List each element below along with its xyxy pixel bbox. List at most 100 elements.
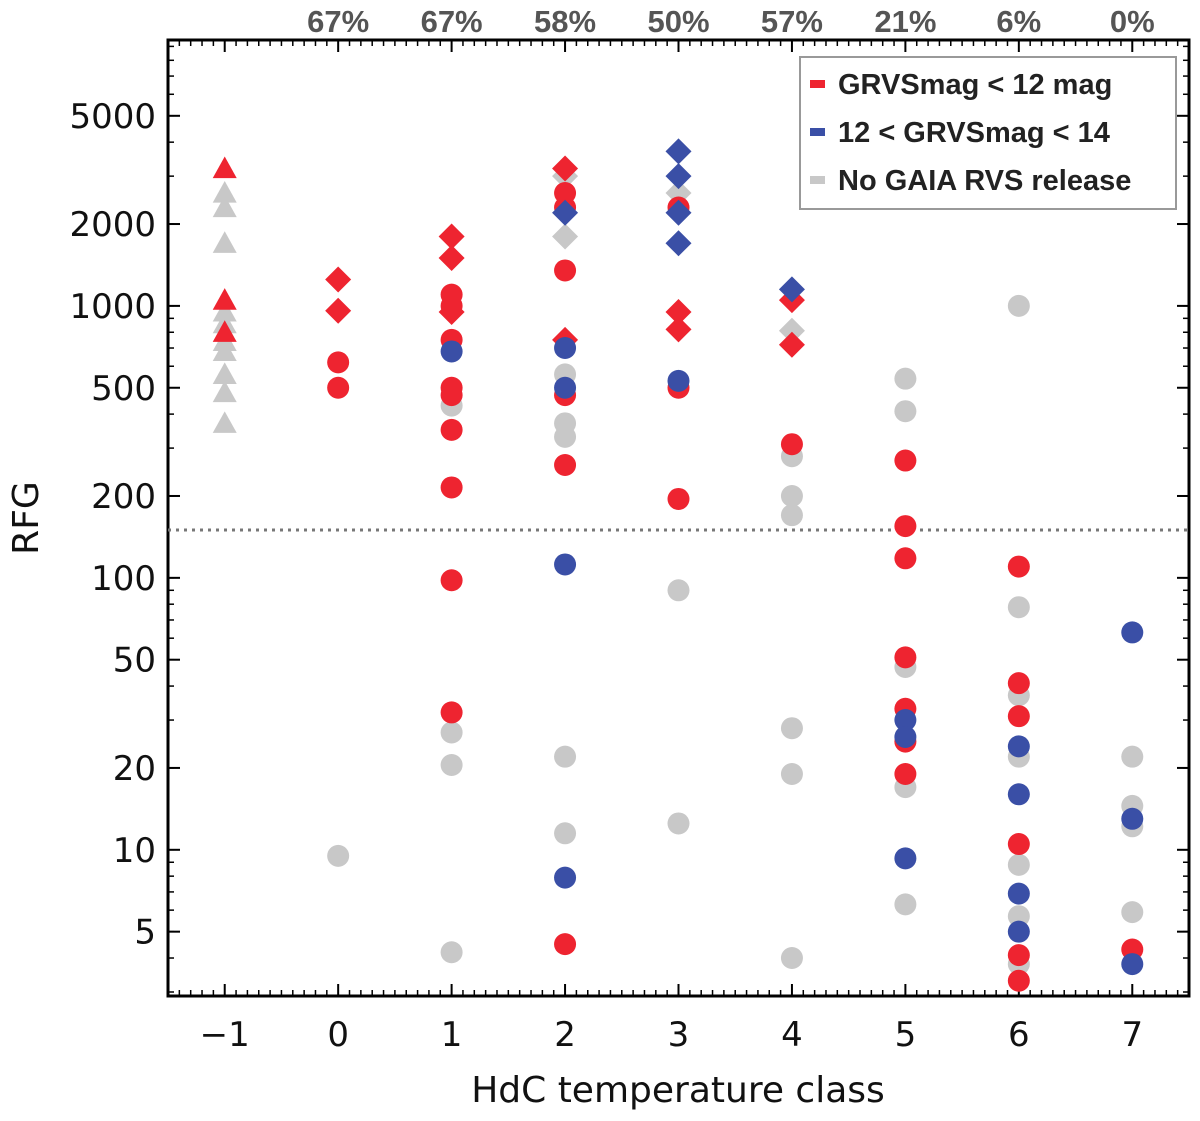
x-tick-label: 4	[781, 1015, 803, 1055]
data-point-diamond	[325, 297, 352, 324]
data-point-circle	[554, 337, 577, 360]
data-point-circle	[1007, 833, 1030, 856]
data-point-circle	[1007, 920, 1030, 943]
data-point-circle	[554, 866, 577, 889]
percentage-label: 67%	[307, 4, 369, 39]
data-point-triangle	[212, 231, 237, 253]
percentage-label: 50%	[647, 4, 709, 39]
data-point-circle	[1007, 672, 1030, 695]
data-point-circle	[440, 754, 463, 777]
data-point-circle	[327, 376, 350, 399]
percentage-label: 21%	[874, 4, 936, 39]
data-point-circle	[440, 340, 463, 363]
y-tick-label: 20	[113, 749, 156, 789]
data-point-circle	[780, 433, 803, 456]
data-point-circle	[1007, 853, 1030, 876]
data-point-circle	[667, 487, 690, 510]
data-point-circle	[894, 515, 917, 538]
data-point-circle	[1007, 944, 1030, 967]
data-point-circle	[1007, 596, 1030, 619]
legend: GRVSmag < 12 mag 12 < GRVSmag < 14 No GAIA…	[799, 56, 1177, 210]
data-point-circle	[1121, 807, 1144, 830]
y-tick-label: 500	[91, 369, 156, 409]
data-point-diamond	[325, 266, 352, 293]
x-tick-label: 3	[668, 1015, 690, 1055]
percentage-label: 67%	[421, 4, 483, 39]
data-point-circle	[1007, 905, 1030, 928]
data-point-circle	[894, 400, 917, 423]
data-point-circle	[1007, 294, 1030, 317]
legend-swatch	[810, 176, 825, 184]
legend-swatch	[810, 128, 825, 136]
legend-label: GRVSmag < 12 mag	[838, 69, 1112, 101]
data-point-triangle	[212, 339, 237, 362]
data-point-diamond	[665, 316, 692, 343]
data-point-circle	[554, 822, 577, 845]
y-tick-label: 50	[113, 641, 156, 681]
data-point-circle	[1121, 745, 1144, 768]
x-tick-label: 5	[895, 1015, 917, 1055]
data-point-circle	[440, 418, 463, 441]
data-point-diamond	[552, 155, 579, 182]
data-point-diamond	[438, 223, 465, 250]
data-point-triangle	[212, 380, 237, 403]
data-point-triangle	[212, 411, 237, 433]
data-point-triangle	[212, 288, 237, 310]
y-tick-label: 5000	[69, 97, 156, 137]
data-point-circle	[780, 484, 803, 507]
data-point-circle	[1007, 882, 1030, 905]
x-tick-label: −1	[200, 1015, 250, 1055]
data-point-circle	[1121, 901, 1144, 924]
data-point-diamond	[665, 163, 692, 190]
percentage-label: 57%	[761, 4, 823, 39]
x-tick-label: 6	[1008, 1015, 1030, 1055]
data-point-circle	[440, 721, 463, 744]
data-point-circle	[554, 553, 577, 576]
legend-swatch	[810, 80, 825, 88]
data-point-circle	[1007, 555, 1030, 578]
data-point-circle	[1007, 783, 1030, 806]
data-point-circle	[667, 369, 690, 392]
x-tick-label: 1	[441, 1015, 463, 1055]
data-point-circle	[327, 351, 350, 374]
data-point-circle	[894, 847, 917, 870]
data-point-circle	[667, 812, 690, 835]
data-point-circle	[894, 547, 917, 570]
data-point-circle	[894, 725, 917, 748]
data-point-diamond	[778, 317, 805, 344]
data-point-circle	[1121, 621, 1144, 644]
x-axis-title: HdC temperature class	[471, 1070, 885, 1111]
data-point-circle	[894, 893, 917, 916]
y-tick-label: 5	[134, 913, 156, 953]
x-tick-label: 0	[327, 1015, 349, 1055]
data-point-circle	[554, 453, 577, 476]
data-point-circle	[1007, 705, 1030, 728]
data-point-circle	[440, 476, 463, 499]
data-point-diamond	[552, 223, 579, 250]
data-point-circle	[667, 579, 690, 602]
data-point-circle	[554, 259, 577, 282]
data-point-circle	[894, 449, 917, 472]
data-point-diamond	[438, 298, 465, 325]
data-point-diamond	[665, 298, 692, 325]
data-point-circle	[440, 569, 463, 592]
data-point-circle	[1007, 735, 1030, 758]
y-tick-label: 100	[91, 559, 156, 599]
data-point-circle	[780, 762, 803, 785]
data-point-circle	[780, 947, 803, 970]
percentage-label: 0%	[1110, 4, 1155, 39]
percentage-label: 58%	[534, 4, 596, 39]
x-tick-label: 2	[554, 1015, 576, 1055]
data-point-triangle	[212, 362, 237, 384]
x-tick-label: 7	[1121, 1015, 1143, 1055]
data-point-circle	[894, 646, 917, 669]
data-point-circle	[440, 701, 463, 724]
data-point-circle	[1007, 969, 1030, 992]
y-tick-label: 10	[113, 831, 156, 871]
data-point-circle	[554, 425, 577, 448]
y-tick-label: 2000	[69, 205, 156, 245]
legend-label: 12 < GRVSmag < 14	[838, 117, 1110, 149]
data-point-circle	[440, 941, 463, 964]
data-point-diamond	[665, 199, 692, 226]
